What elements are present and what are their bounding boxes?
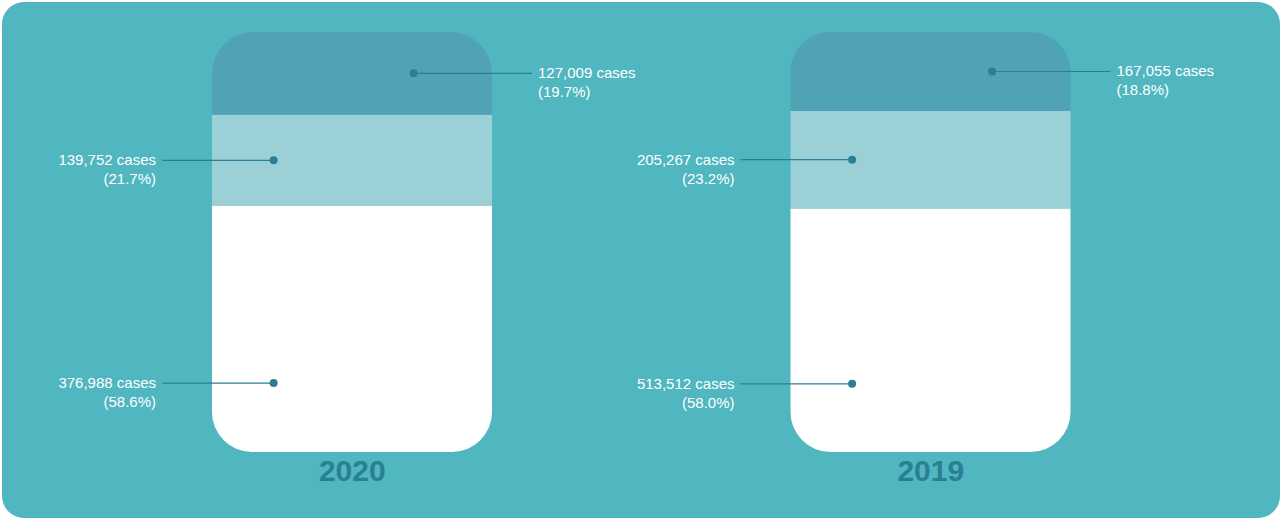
svg-text:167,055 cases: 167,055 cases [1117,62,1215,79]
svg-text:(21.7%): (21.7%) [103,170,156,187]
svg-text:127,009 cases: 127,009 cases [538,64,636,81]
svg-text:376,988 cases: 376,988 cases [58,374,156,391]
svg-text:(58.6%): (58.6%) [103,393,156,410]
svg-text:(23.2%): (23.2%) [682,170,735,187]
svg-text:205,267 cases: 205,267 cases [637,151,735,168]
svg-text:2020: 2020 [319,454,386,487]
svg-text:513,512 cases: 513,512 cases [637,375,735,392]
svg-text:(58.0%): (58.0%) [682,394,735,411]
svg-text:139,752 cases: 139,752 cases [58,151,156,168]
svg-text:(19.7%): (19.7%) [538,83,591,100]
svg-text:2019: 2019 [897,454,964,487]
svg-text:(18.8%): (18.8%) [1117,81,1170,98]
